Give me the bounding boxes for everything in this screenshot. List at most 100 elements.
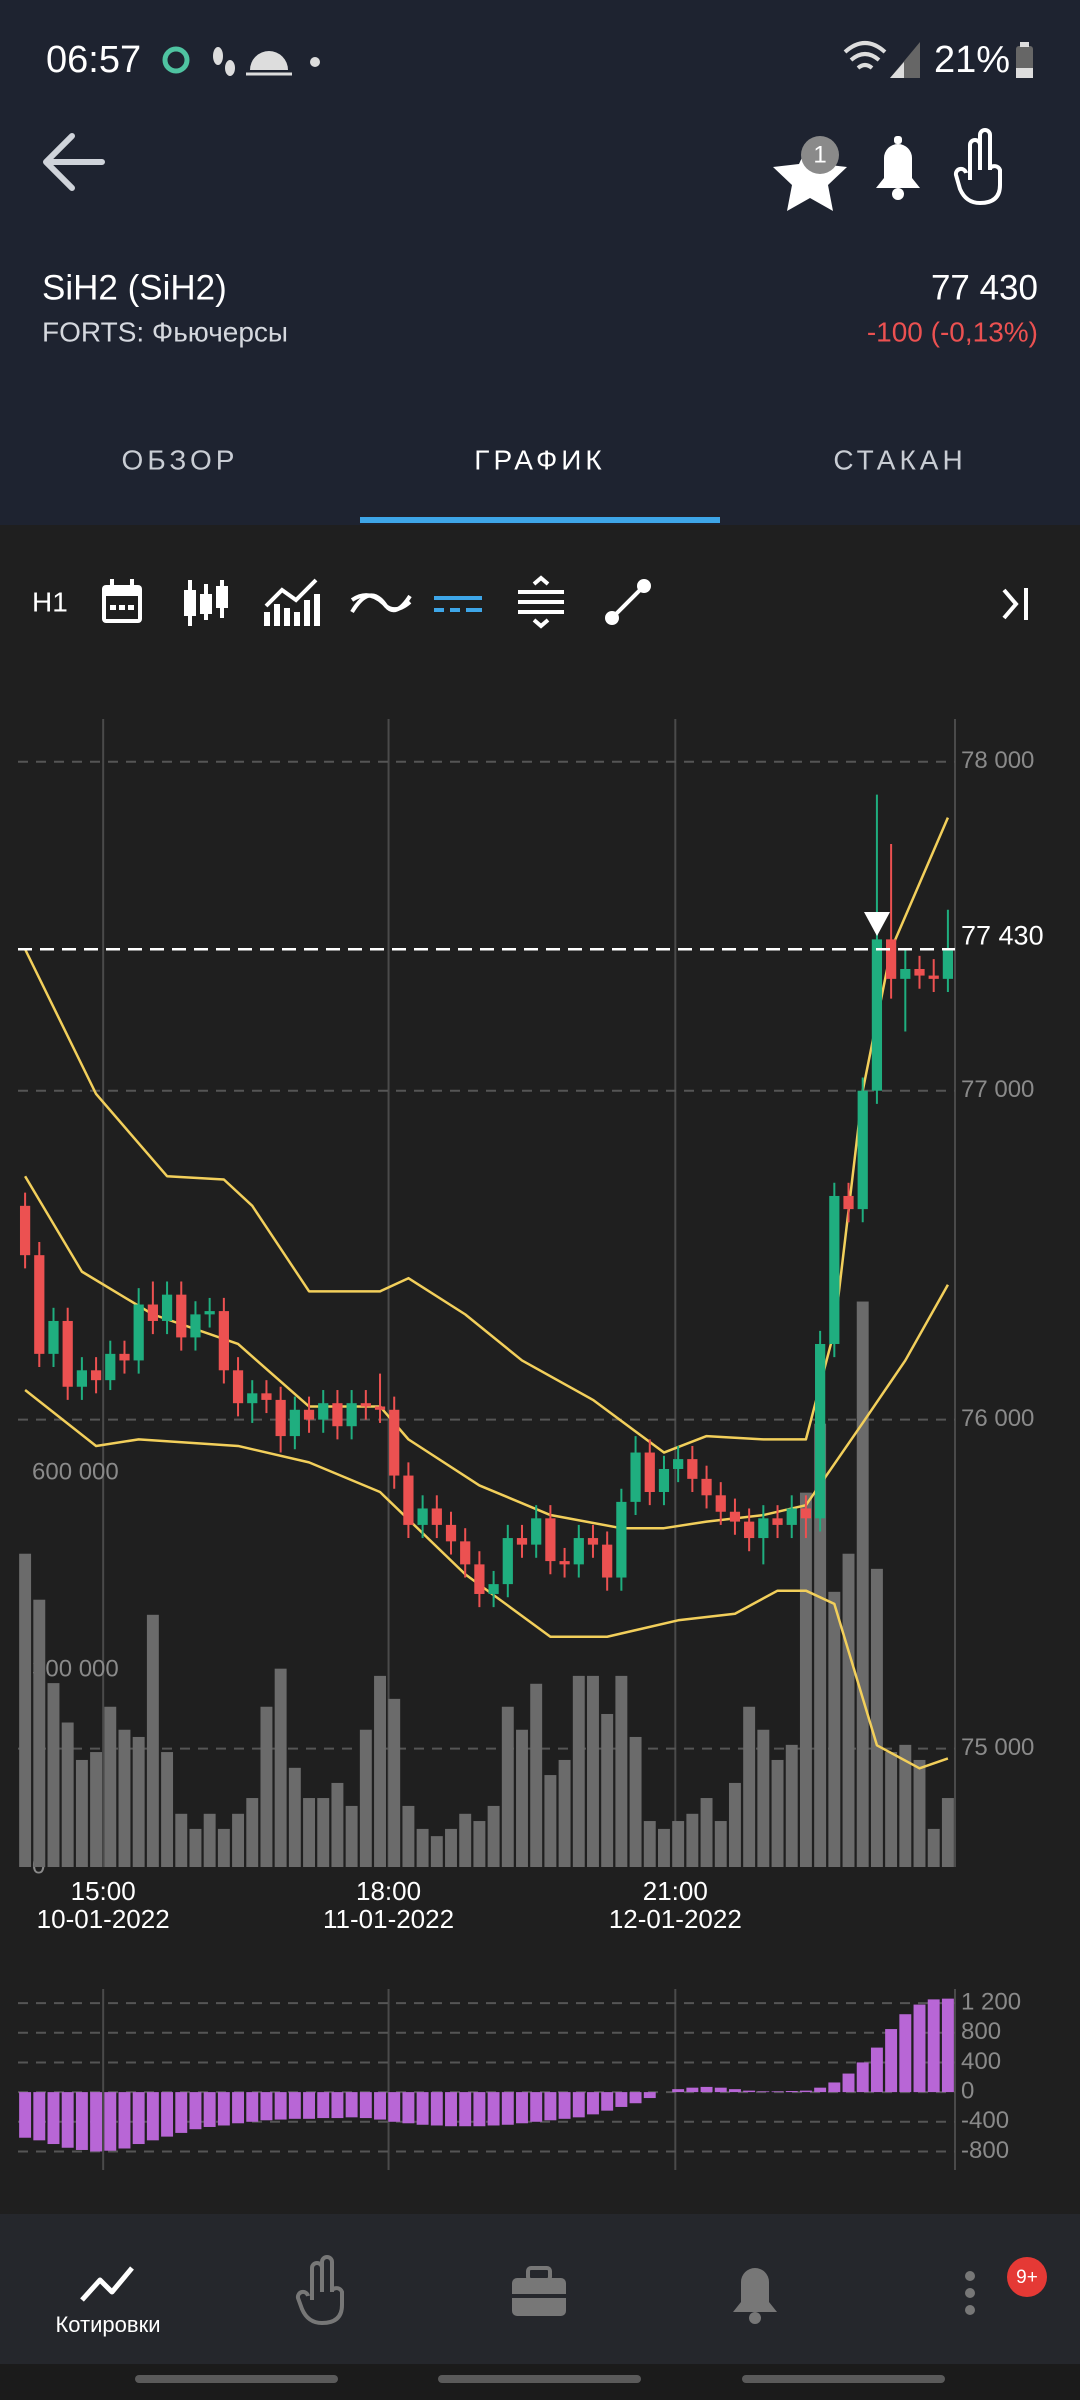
bar: [61, 1722, 74, 1867]
bar: [232, 2092, 245, 2124]
tab[interactable]: ГРАФИК: [474, 444, 605, 475]
bar: [757, 1729, 770, 1867]
y-tick-label: 600 000: [32, 1458, 119, 1485]
candle-body: [602, 1544, 613, 1578]
scroll-end-button[interactable]: [1002, 588, 1028, 620]
bar: [487, 1805, 500, 1867]
channel-button[interactable]: [518, 575, 564, 629]
bar: [785, 2090, 798, 2093]
bar: [501, 1706, 514, 1867]
more-tab[interactable]: 9+: [965, 2257, 1047, 2315]
bar: [913, 1759, 926, 1867]
candle-body: [318, 1403, 329, 1420]
candle-body: [559, 1561, 570, 1565]
alerts-button[interactable]: [876, 136, 920, 200]
bar: [61, 2092, 74, 2148]
bar: [501, 2092, 514, 2125]
bar: [47, 1683, 60, 1867]
back-button[interactable]: [43, 133, 105, 191]
candle-body: [389, 1409, 400, 1476]
bar: [331, 2092, 344, 2119]
bar: [47, 2092, 60, 2145]
bar: [743, 1706, 756, 1867]
candle-body: [644, 1452, 655, 1493]
bar: [885, 1752, 898, 1867]
bar: [587, 2092, 599, 2115]
candle-body: [786, 1508, 797, 1525]
instrument-price: 77 430: [931, 268, 1038, 307]
quotes-tab[interactable]: Котировки: [55, 2266, 161, 2337]
bar: [217, 2092, 230, 2126]
quotes-tab-label: Котировки: [55, 2312, 160, 2337]
gesture-bar: [135, 2375, 945, 2383]
bar: [814, 1423, 827, 1867]
sell-marker: [864, 912, 890, 936]
indicators-button[interactable]: [264, 578, 320, 626]
bar: [601, 2092, 614, 2111]
bar: [104, 1706, 117, 1867]
bar: [90, 1752, 103, 1867]
bar: [345, 2092, 358, 2118]
bar: [544, 2092, 557, 2121]
instrument-change: -100 (-0,13%): [867, 316, 1038, 347]
bar: [558, 2092, 571, 2119]
bar: [714, 2087, 727, 2093]
candle-body: [857, 1090, 868, 1210]
header-background: [0, 0, 1080, 525]
candle-body: [701, 1478, 712, 1496]
bar: [799, 1492, 812, 1867]
date-label: 10-01-2022: [37, 1904, 170, 1934]
bar: [814, 2087, 827, 2093]
trade-button[interactable]: [953, 128, 1002, 205]
bar: [870, 2047, 883, 2093]
candle-body: [360, 1403, 371, 1407]
levels-button[interactable]: [434, 596, 482, 612]
bar: [700, 2086, 713, 2093]
candle-body: [474, 1564, 485, 1594]
bar: [672, 1821, 685, 1867]
tab[interactable]: СТАКАН: [833, 444, 966, 475]
bar: [331, 1782, 344, 1867]
overlay-button[interactable]: [350, 593, 412, 614]
timeframe-button[interactable]: H1: [32, 586, 68, 617]
bar: [714, 1821, 727, 1867]
candle-body: [374, 1406, 386, 1410]
y-tick-label: 76 000: [961, 1405, 1034, 1432]
bar: [487, 2092, 500, 2126]
bar: [899, 1744, 912, 1867]
bar: [445, 2092, 457, 2127]
portfolio-tab[interactable]: [512, 2266, 566, 2316]
date-label: 12-01-2022: [609, 1904, 742, 1934]
trade-tab[interactable]: [295, 2255, 344, 2326]
y-tick-label: 75 000: [961, 1734, 1034, 1761]
bar: [388, 1698, 401, 1867]
candle-body: [914, 968, 925, 976]
favorite-button[interactable]: 1: [773, 136, 847, 211]
bar: [430, 1836, 443, 1867]
instrument-exchange: FORTS: Фьючерсы: [42, 316, 288, 347]
status-battery: 21%: [934, 39, 1010, 81]
candle-body: [332, 1403, 343, 1427]
bar: [75, 1759, 88, 1867]
bar: [743, 2090, 756, 2093]
bar: [672, 2089, 685, 2093]
alerts-tab[interactable]: [733, 2268, 777, 2324]
candle-body: [900, 968, 911, 979]
trendline-button[interactable]: [605, 579, 651, 625]
bar: [260, 1706, 273, 1867]
candle-body: [417, 1508, 428, 1525]
bar: [728, 1782, 741, 1867]
date-button[interactable]: [102, 579, 142, 623]
candle-body: [800, 1508, 812, 1519]
bar: [913, 2004, 926, 2093]
y-tick-label: 800: [961, 2018, 1001, 2045]
bar: [516, 2092, 528, 2124]
bar: [416, 2092, 429, 2125]
chart-type-button[interactable]: [184, 580, 228, 626]
bar: [828, 2082, 841, 2093]
favorite-badge: 1: [813, 141, 826, 168]
y-tick-label: 78 000: [961, 747, 1034, 774]
tab[interactable]: ОБЗОР: [122, 444, 239, 475]
current-price-label: 77 430: [961, 920, 1044, 950]
bar: [359, 1729, 372, 1867]
